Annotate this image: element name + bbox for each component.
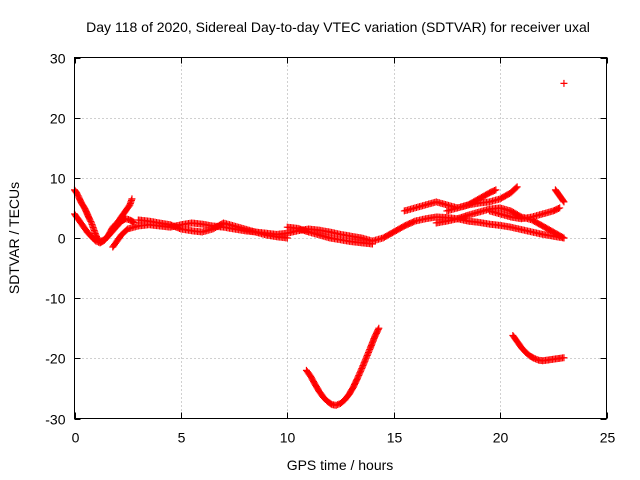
x-tick-label: 20 bbox=[493, 430, 509, 446]
y-axis-label: SDTVAR / TECUs bbox=[6, 182, 22, 294]
y-tick-label: -30 bbox=[45, 412, 65, 428]
data-point bbox=[128, 195, 136, 203]
data-point bbox=[491, 186, 499, 194]
series-track-10 bbox=[551, 186, 568, 206]
data-point bbox=[559, 197, 567, 205]
data-point bbox=[556, 204, 564, 212]
data-point bbox=[560, 234, 568, 242]
data-point bbox=[283, 234, 291, 242]
data-point bbox=[554, 205, 562, 213]
y-tick-label: -10 bbox=[45, 291, 65, 307]
series-track-3 bbox=[109, 213, 568, 251]
y-tick-label: 30 bbox=[50, 51, 66, 67]
data-point bbox=[512, 184, 520, 192]
data-point bbox=[513, 183, 521, 191]
x-tick-label: 10 bbox=[280, 430, 296, 446]
data-point bbox=[560, 79, 568, 87]
tick-labels: 0 5 10 15 20 25 -30 -20 -10 0 10 20 30 bbox=[45, 51, 615, 446]
series-track-4 bbox=[134, 216, 291, 242]
x-axis-label: GPS time / hours bbox=[287, 457, 394, 473]
y-tick-label: 20 bbox=[50, 111, 66, 127]
data-point bbox=[375, 324, 383, 332]
y-tick-label: -20 bbox=[45, 351, 65, 367]
x-tick-label: 15 bbox=[387, 430, 403, 446]
series-track-2 bbox=[71, 195, 136, 247]
x-tick-label: 5 bbox=[178, 430, 186, 446]
data-point bbox=[492, 186, 500, 194]
series-track-7 bbox=[443, 183, 521, 215]
series-track-5 bbox=[283, 223, 376, 248]
y-tick-label: 10 bbox=[50, 171, 66, 187]
series-track-12 bbox=[509, 331, 568, 365]
axis-ticks bbox=[74, 57, 608, 420]
x-tick-label: 25 bbox=[600, 430, 616, 446]
data-points bbox=[71, 79, 568, 409]
series-track-11 bbox=[302, 324, 383, 409]
data-point bbox=[560, 354, 568, 362]
series-outlier bbox=[560, 79, 568, 87]
chart-title: Day 118 of 2020, Sidereal Day-to-day VTE… bbox=[86, 19, 590, 35]
gridlines bbox=[74, 57, 607, 419]
data-point bbox=[129, 218, 137, 226]
data-point bbox=[374, 326, 382, 334]
data-point bbox=[560, 198, 568, 206]
data-point bbox=[559, 233, 567, 241]
data-point bbox=[368, 240, 376, 248]
series-track-9 bbox=[485, 204, 564, 223]
y-tick-label: 0 bbox=[58, 231, 66, 247]
x-tick-label: 0 bbox=[72, 430, 80, 446]
